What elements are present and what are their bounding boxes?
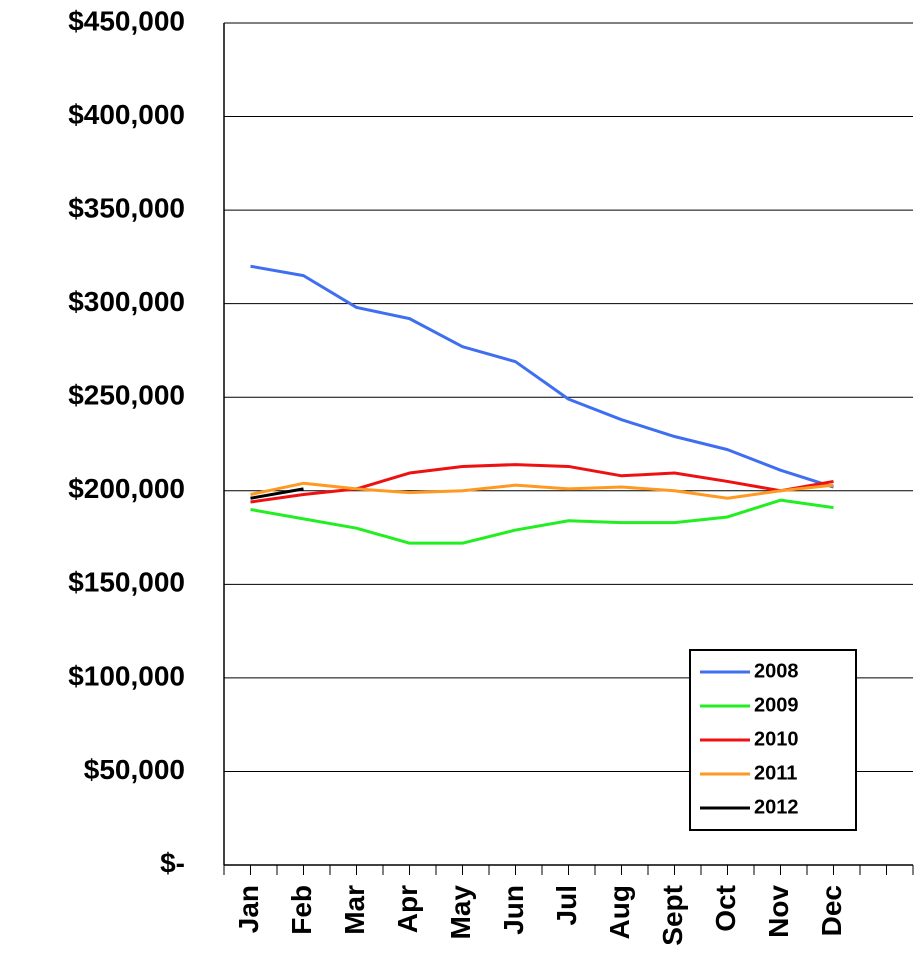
y-tick-label: $450,000 — [68, 5, 185, 36]
legend-label: 2011 — [754, 762, 797, 784]
series-line — [250, 481, 834, 500]
series-line — [250, 264, 834, 489]
x-tick-label: Mar — [339, 885, 370, 935]
x-tick-label: Oct — [710, 885, 741, 932]
x-tick-label: Jun — [498, 885, 529, 935]
x-tick-label: Sept — [657, 885, 688, 946]
y-tick-label: $350,000 — [68, 193, 185, 224]
x-tick-label: May — [445, 885, 476, 940]
legend-label: 2009 — [754, 694, 799, 716]
x-tick-label: Jul — [551, 885, 582, 925]
y-tick-label: $400,000 — [68, 99, 185, 130]
y-tick-label: $300,000 — [68, 286, 185, 317]
x-tick-label: Feb — [286, 885, 317, 935]
y-tick-label: $200,000 — [68, 473, 185, 504]
legend-label: 2012 — [754, 796, 799, 818]
legend-label: 2010 — [754, 728, 799, 750]
series-line — [250, 463, 834, 504]
x-tick-label: Jan — [233, 885, 264, 933]
x-tick-label: Apr — [392, 885, 423, 933]
x-tick-label: Nov — [763, 885, 794, 938]
y-tick-label: $150,000 — [68, 567, 185, 598]
x-tick-label: Aug — [604, 885, 635, 939]
y-tick-label: $50,000 — [84, 754, 185, 785]
x-tick-label: Dec — [816, 885, 847, 936]
y-tick-label: $250,000 — [68, 380, 185, 411]
series-line — [250, 498, 834, 545]
y-tick-label: $- — [160, 847, 185, 878]
series-line — [250, 487, 304, 500]
legend-label: 2008 — [754, 660, 799, 682]
y-tick-label: $100,000 — [68, 660, 185, 691]
